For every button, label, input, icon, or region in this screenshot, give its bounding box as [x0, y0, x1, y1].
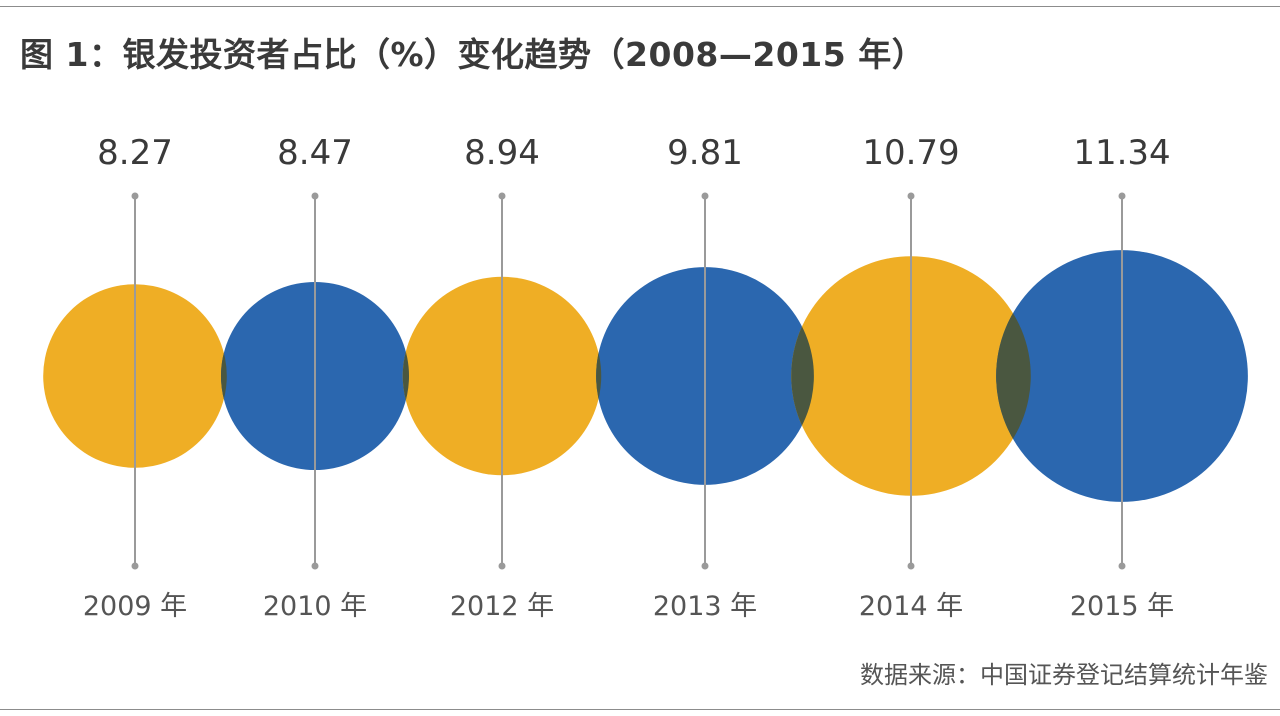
leader-dot-bottom [498, 562, 506, 570]
value-label: 8.27 [97, 133, 173, 173]
leader-dot-top [498, 192, 506, 200]
value-label: 8.47 [277, 133, 353, 173]
leader-dot-bottom [131, 562, 139, 570]
year-label: 2012 年 [450, 591, 554, 622]
data-source: 数据来源：中国证券登记结算统计年鉴 [860, 661, 1268, 689]
leader-dot-bottom [701, 562, 709, 570]
value-label: 11.34 [1073, 133, 1170, 173]
chart-title: 图 1：银发投资者占比（%）变化趋势（2008—2015 年） [20, 35, 926, 74]
value-label: 10.79 [862, 133, 959, 173]
leader-dot-bottom [1118, 562, 1126, 570]
value-label: 9.81 [667, 133, 743, 173]
leader-dot-bottom [311, 562, 319, 570]
leader-dot-top [1118, 192, 1126, 200]
leader-dot-top [907, 192, 915, 200]
top-rule [0, 6, 1280, 7]
year-label: 2015 年 [1070, 591, 1174, 622]
year-label: 2009 年 [83, 591, 187, 622]
leader-dot-top [131, 192, 139, 200]
leader-dot-top [701, 192, 709, 200]
year-label: 2010 年 [263, 591, 367, 622]
bottom-rule [0, 709, 1280, 710]
value-label: 8.94 [464, 133, 540, 173]
leader-dot-top [311, 192, 319, 200]
leader-dot-bottom [907, 562, 915, 570]
year-label: 2013 年 [653, 591, 757, 622]
year-label: 2014 年 [859, 591, 963, 622]
